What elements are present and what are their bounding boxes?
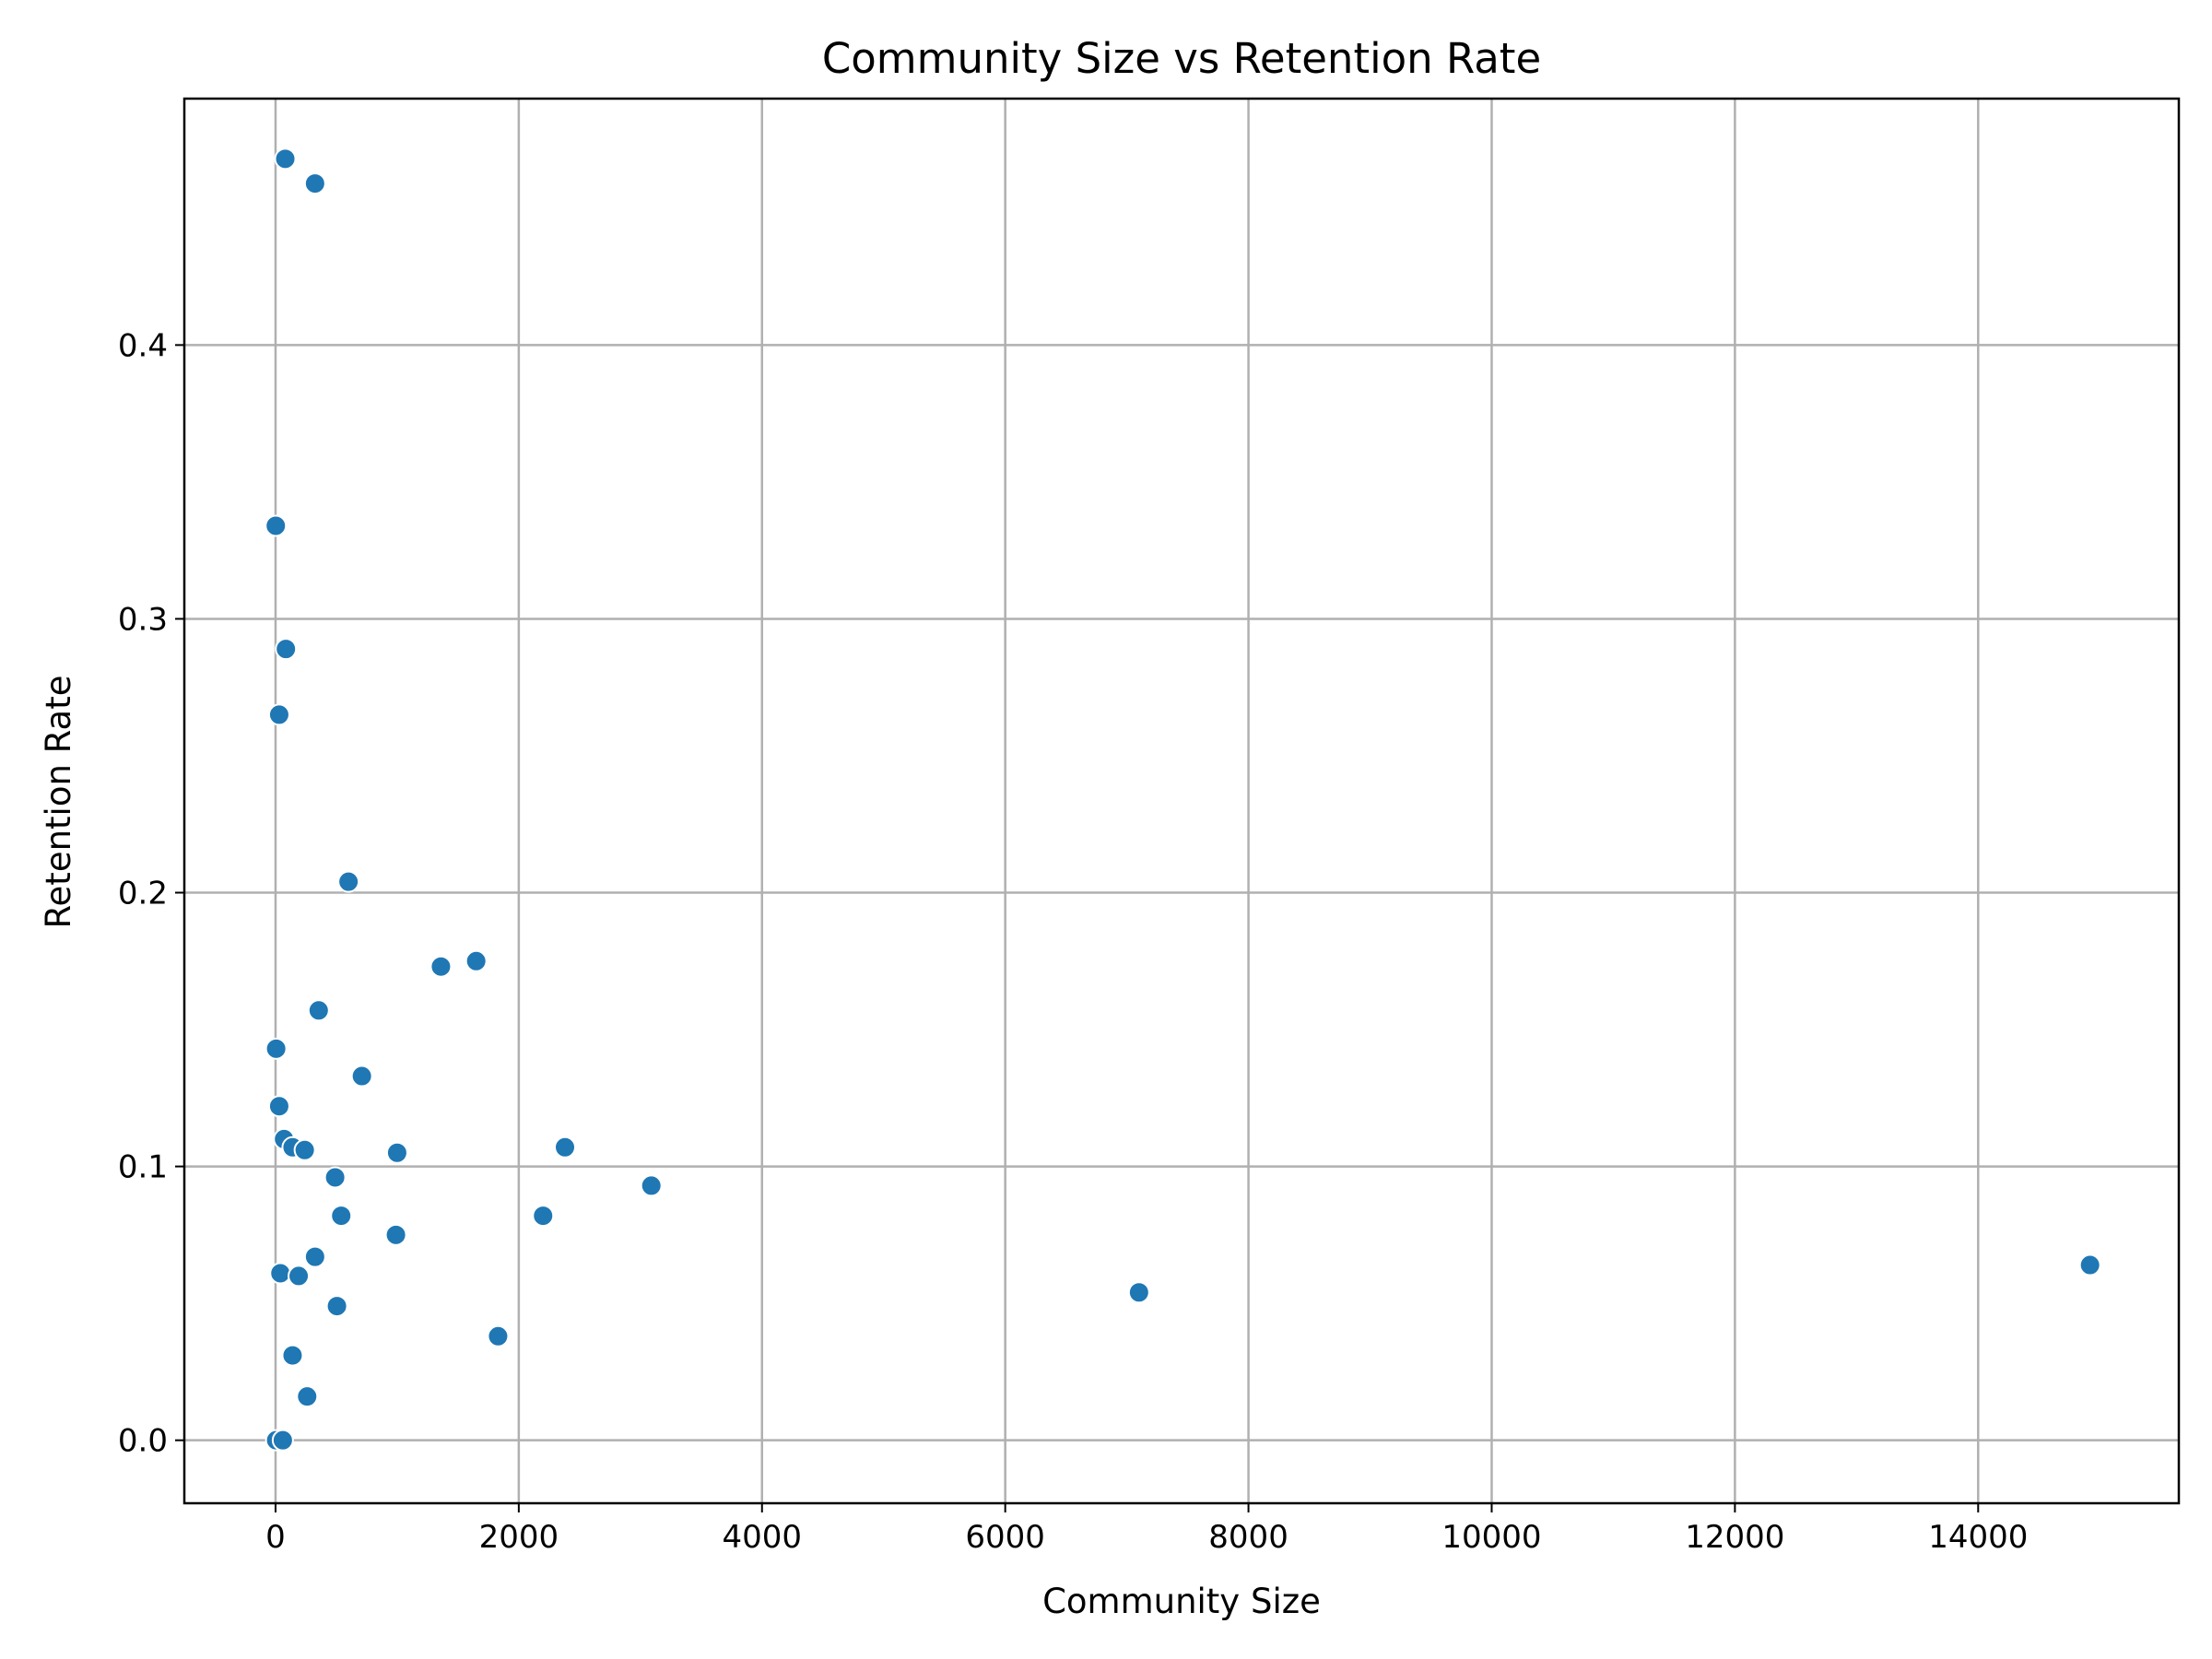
data-point (303, 172, 326, 195)
chart-title: Community Size vs Retention Rate (822, 34, 1541, 83)
y-axis-label: Retention Rate (39, 675, 78, 928)
plot-frame (182, 97, 2181, 1505)
x-tick-label: 2000 (479, 1519, 559, 1556)
data-point (288, 1265, 311, 1288)
y-tick-label: 0.4 (118, 327, 168, 364)
data-point (325, 1295, 348, 1318)
data-point (384, 1223, 407, 1246)
x-tick-label: 0 (265, 1519, 286, 1556)
x-axis-label: Community Size (1042, 1582, 1321, 1621)
x-tick-label: 4000 (723, 1519, 803, 1556)
data-point (487, 1324, 510, 1347)
y-tick-label: 0.3 (118, 601, 168, 638)
y-tick-label: 0.1 (118, 1149, 168, 1186)
data-point (307, 999, 330, 1022)
data-point (330, 1205, 353, 1228)
y-tick-label: 0.0 (118, 1423, 168, 1460)
y-tick-label: 0.2 (118, 876, 168, 912)
data-point (554, 1135, 577, 1159)
data-point (296, 1385, 319, 1408)
data-point (465, 949, 488, 972)
data-point (2078, 1253, 2101, 1277)
data-point (303, 1245, 326, 1268)
x-tick-label: 14000 (1928, 1519, 2028, 1556)
data-point (271, 1429, 294, 1452)
data-point (337, 870, 360, 893)
data-point (385, 1141, 408, 1164)
data-point (1127, 1281, 1150, 1304)
data-point (350, 1065, 373, 1088)
data-point (640, 1174, 663, 1197)
x-axis-ticks: 0 2000 4000 6000 8000 10000 12000 14000 (265, 1503, 2028, 1556)
data-point (281, 1344, 304, 1367)
data-points (265, 147, 2101, 1452)
y-axis-ticks: 0.0 0.1 0.2 0.3 0.4 (118, 327, 184, 1460)
x-tick-label: 12000 (1685, 1519, 1784, 1556)
data-point (267, 1095, 290, 1118)
x-tick-label: 10000 (1441, 1519, 1541, 1556)
data-point (274, 147, 297, 171)
data-point (324, 1166, 347, 1189)
x-tick-label: 8000 (1208, 1519, 1288, 1556)
data-point (265, 514, 288, 537)
data-point (275, 638, 298, 661)
data-point (265, 1037, 288, 1060)
data-point (429, 955, 453, 978)
data-point (269, 1262, 292, 1285)
data-point (293, 1138, 316, 1161)
x-tick-label: 6000 (965, 1519, 1045, 1556)
data-point (267, 703, 290, 726)
data-point (532, 1205, 555, 1228)
grid-lines (184, 99, 2179, 1503)
